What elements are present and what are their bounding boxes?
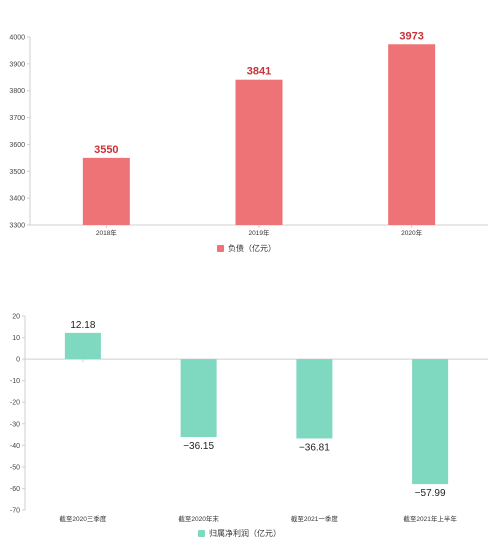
category-label-1: 2018年 [96, 228, 117, 237]
data-label-2: −36.15 [183, 441, 214, 452]
y-tick-label: -50 [10, 464, 20, 471]
y-tick-label: 3900 [9, 61, 25, 68]
bar-3 [296, 359, 333, 439]
y-tick-label: 3400 [9, 196, 25, 203]
y-tick-label: 3300 [9, 223, 25, 230]
y-tick-label: 3700 [9, 115, 25, 122]
category-label-1: 截至2020三季度 [59, 514, 106, 523]
data-label-1: 12.18 [70, 320, 95, 331]
bar-1 [64, 332, 101, 360]
legend: 负债（亿元） [217, 243, 276, 253]
y-tick-label: 3600 [9, 142, 25, 149]
y-tick-label: 0 [16, 357, 20, 364]
data-label-4: −57.99 [415, 488, 446, 499]
y-tick-label: 3800 [9, 88, 25, 95]
y-tick-label: -60 [10, 486, 20, 493]
chart-net-profit: 20 10 0 -10 -20 -30 -40 -50 -60 -70 12.18 截至2020三季度… [10, 314, 488, 538]
legend-label: 归属净利润（亿元） [209, 528, 281, 538]
bar-2 [180, 359, 217, 438]
bar-4 [412, 359, 449, 485]
legend-swatch [198, 530, 205, 537]
category-label-4: 截至2021年上半年 [403, 514, 457, 523]
y-tick-label: -20 [10, 400, 20, 407]
category-label-3: 2020年 [401, 228, 422, 237]
y-tick-label: -40 [10, 443, 20, 450]
y-tick-label: -10 [10, 378, 20, 385]
y-tick-label: 20 [12, 314, 20, 321]
data-label-3: 3973 [399, 30, 423, 42]
y-tick-label: 10 [12, 335, 20, 342]
category-label-3: 截至2021一季度 [291, 514, 338, 523]
bar-2 [235, 79, 283, 226]
data-label-1: 3550 [94, 144, 118, 156]
y-tick-label: -70 [10, 508, 20, 515]
category-label-2: 2019年 [249, 228, 270, 237]
bar-3 [388, 44, 436, 225]
legend: 归属净利润（亿元） [198, 528, 281, 538]
legend-label: 负债（亿元） [228, 243, 276, 253]
chart-debt: 3300 3400 3500 3600 3700 3800 3900 4000 3550 2018… [9, 30, 488, 253]
y-tick-label: 4000 [9, 35, 25, 42]
data-label-3: −36.81 [299, 442, 330, 453]
category-label-2: 截至2020年末 [178, 514, 219, 523]
legend-swatch [217, 245, 224, 252]
y-tick-label: 3500 [9, 169, 25, 176]
data-label-2: 3841 [247, 66, 271, 78]
y-tick-label: -30 [10, 421, 20, 428]
bar-1 [82, 157, 130, 225]
